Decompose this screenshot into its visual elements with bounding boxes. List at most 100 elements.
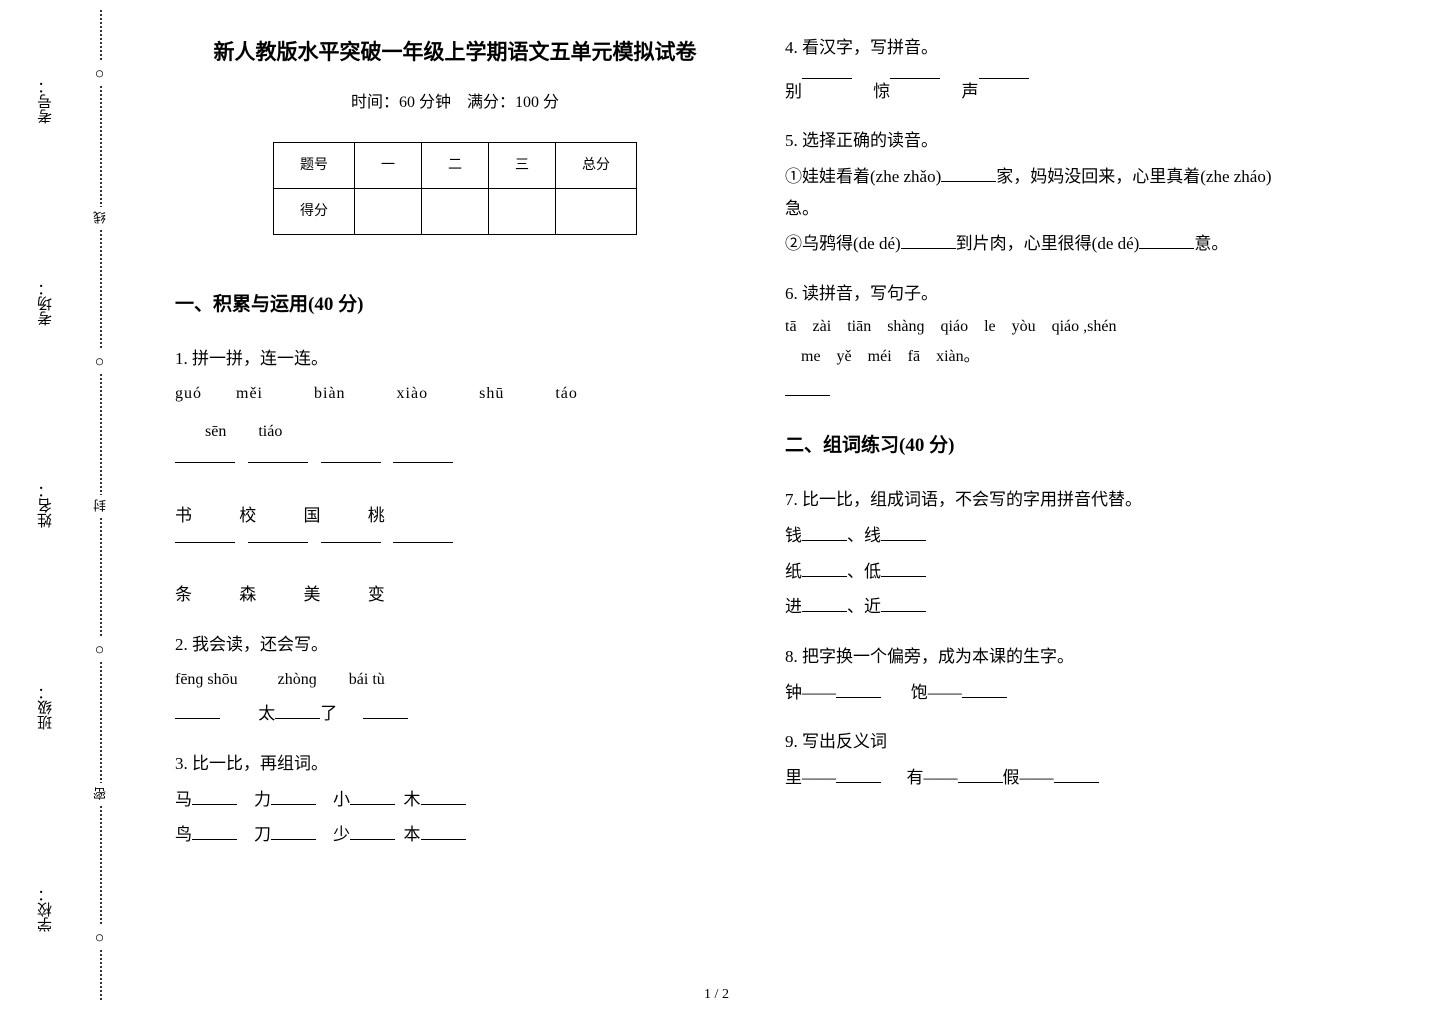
page-number: 1 / 2 — [704, 987, 729, 1003]
exam-title: 新人教版水平突破一年级上学期语文五单元模拟试卷 — [175, 30, 735, 74]
blank — [175, 542, 235, 556]
page-content: 新人教版水平突破一年级上学期语文五单元模拟试卷 时间：60 分钟 满分：100 … — [150, 20, 1410, 990]
blank — [363, 703, 408, 719]
question-8: 8. 把字换一个偏旁，成为本课的生字。 钟—— 饱—— — [785, 639, 1375, 710]
blank — [321, 462, 381, 476]
blank — [271, 789, 316, 805]
text: 意。 — [1194, 234, 1228, 253]
q2-pinyin: fēnɡ shōu — [175, 671, 238, 688]
blank — [901, 233, 956, 249]
q4-title: 4. 看汉字，写拼音。 — [785, 30, 1375, 66]
q3-row2: 鸟 刀 少 本 — [175, 817, 735, 853]
seal-marker-feng: 封 — [91, 495, 110, 516]
char: 马 — [175, 790, 192, 809]
char: 力 — [254, 790, 271, 809]
circle-marker: ○ — [91, 637, 109, 662]
text: 里—— — [785, 768, 836, 787]
char: 本 — [404, 825, 421, 844]
char: 变 — [368, 577, 428, 613]
q1-chars-row2 — [175, 538, 735, 574]
blank — [393, 542, 453, 556]
q2-blanks: 太了 — [175, 696, 735, 732]
q2-title: 2. 我会读，还会写。 — [175, 627, 735, 663]
score-header-3: 三 — [489, 142, 556, 188]
blank — [962, 682, 1007, 698]
section1-heading: 一、积累与运用(40 分) — [175, 285, 735, 325]
score-cell — [489, 189, 556, 235]
blank — [890, 78, 940, 92]
binding-label-class: 班级： — [35, 685, 56, 730]
blank — [802, 78, 852, 92]
q9-row: 里—— 有——假—— — [785, 760, 1375, 796]
q5-line2: ②乌鸦得(de dé)到片肉，心里很得(de dé)意。 — [785, 226, 1375, 262]
score-header-total: 总分 — [556, 142, 637, 188]
q1-pinyin-row1: guó měi biàn xiào shū táo — [175, 377, 735, 411]
q9-title: 9. 写出反义词 — [785, 724, 1375, 760]
score-header-1: 一 — [355, 142, 422, 188]
blank — [175, 703, 220, 719]
blank — [881, 525, 926, 541]
q6-blank — [785, 373, 1375, 409]
q1-chars-row2-text: 条 森 美 变 — [175, 577, 735, 613]
score-header-label: 题号 — [274, 142, 355, 188]
score-value-row: 得分 — [274, 189, 637, 235]
blank — [350, 789, 395, 805]
blank — [941, 166, 996, 182]
blank — [979, 78, 1029, 92]
question-9: 9. 写出反义词 里—— 有——假—— — [785, 724, 1375, 795]
q2-prefix: 太 — [258, 704, 275, 723]
q3-title: 3. 比一比，再组词。 — [175, 746, 735, 782]
blank — [192, 824, 237, 840]
binding-label-number: 考号： — [35, 79, 56, 124]
binding-label-name: 姓名： — [35, 483, 56, 528]
q7-row3: 进、近 — [785, 589, 1375, 625]
blank — [836, 767, 881, 783]
char: 国 — [304, 498, 364, 534]
blank — [350, 824, 395, 840]
char: 鸟 — [175, 825, 192, 844]
blank — [802, 596, 847, 612]
text: ②乌鸦得(de dé) — [785, 234, 901, 253]
score-cell — [355, 189, 422, 235]
blank — [271, 824, 316, 840]
char: 校 — [239, 498, 299, 534]
char: 美 — [304, 577, 364, 613]
question-5: 5. 选择正确的读音。 ①娃娃看着(zhe zhǎo)家，妈妈没回来，心里真着(… — [785, 123, 1375, 262]
q7-row1: 钱、线 — [785, 518, 1375, 554]
score-cell — [556, 189, 637, 235]
score-header-row: 题号 一 二 三 总分 — [274, 142, 637, 188]
q5-title: 5. 选择正确的读音。 — [785, 123, 1375, 159]
text: 饱—— — [911, 683, 962, 702]
text: 钟—— — [785, 683, 836, 702]
left-column: 新人教版水平突破一年级上学期语文五单元模拟试卷 时间：60 分钟 满分：100 … — [150, 20, 760, 990]
char: 进 — [785, 597, 802, 616]
q1-title: 1. 拼一拼，连一连。 — [175, 341, 735, 377]
char: 木 — [404, 790, 421, 809]
question-6: 6. 读拼音，写句子。 tā zài tiān shànɡ qiáo le yò… — [785, 276, 1375, 408]
char: 惊 — [873, 82, 890, 101]
char: 刀 — [254, 825, 271, 844]
blank — [175, 462, 235, 476]
score-cell — [422, 189, 489, 235]
char: 少 — [333, 825, 350, 844]
q2-pinyin: bái tù — [349, 671, 385, 688]
seal-marker-xian: 线 — [91, 207, 110, 228]
blank — [881, 561, 926, 577]
char: 小 — [333, 790, 350, 809]
blank — [248, 462, 308, 476]
binding-labels: 学校： 班级： 姓名： 考场： 考号： — [30, 0, 60, 1011]
blank — [1054, 767, 1099, 783]
q2-suffix: 了 — [320, 704, 337, 723]
circle-marker: ○ — [91, 349, 109, 374]
binding-label-school: 学校： — [35, 887, 56, 932]
char: 条 — [175, 577, 235, 613]
text: 急。 — [785, 191, 1375, 227]
q4-row: 别 惊 声 — [785, 74, 1375, 110]
blank — [881, 596, 926, 612]
char: 森 — [239, 577, 299, 613]
char: 别 — [785, 82, 802, 101]
blank — [248, 542, 308, 556]
text: 有—— — [907, 768, 958, 787]
blank — [421, 824, 466, 840]
question-1: 1. 拼一拼，连一连。 guó měi biàn xiào shū táo sē… — [175, 341, 735, 613]
